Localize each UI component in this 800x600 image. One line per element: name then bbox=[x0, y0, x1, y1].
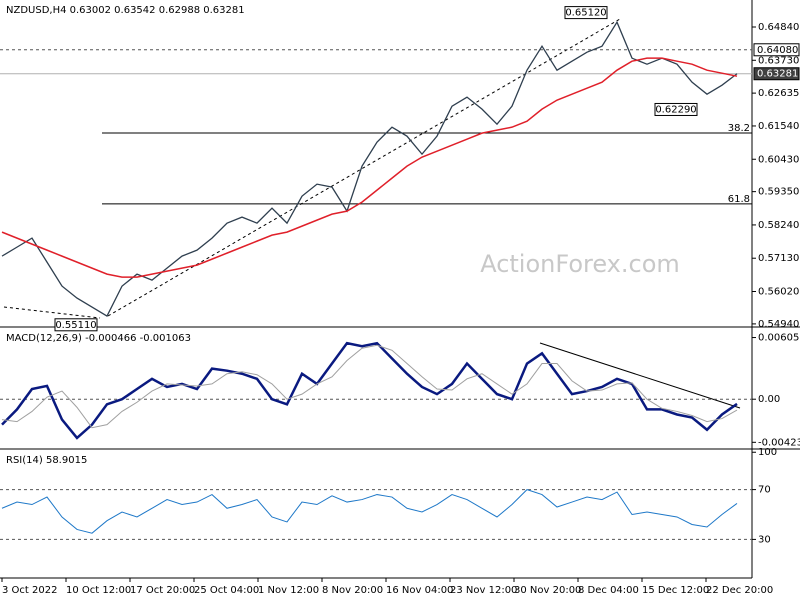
panel-title: MACD(12,26,9) -0.000466 -0.001063 bbox=[6, 333, 191, 344]
annotation-label: 0.65120 bbox=[565, 8, 606, 19]
series-line bbox=[1, 341, 738, 440]
y-tick-label: 70 bbox=[758, 485, 771, 496]
x-tick-label: 25 Oct 04:00 bbox=[194, 585, 259, 596]
series-line bbox=[1, 57, 738, 278]
level-label-box bbox=[753, 67, 800, 81]
series-line bbox=[1, 489, 738, 534]
y-tick-label: 0.00 bbox=[758, 394, 780, 405]
y-tick-label: 0.63730 bbox=[758, 55, 799, 66]
x-tick-label: 15 Dec 12:00 bbox=[642, 585, 709, 596]
fib-label: 38.2 bbox=[728, 123, 750, 134]
x-tick-label: 17 Oct 20:00 bbox=[130, 585, 195, 596]
series-line bbox=[1, 20, 738, 318]
x-tick-label: 16 Nov 04:00 bbox=[386, 585, 453, 596]
panel-title: NZDUSD,H4 0.63002 0.63542 0.62988 0.6328… bbox=[6, 5, 245, 16]
y-tick-label: 0.54940 bbox=[758, 319, 799, 330]
annotation-label: 0.55110 bbox=[55, 320, 96, 331]
series-line bbox=[1, 344, 738, 429]
annotation-box bbox=[54, 318, 98, 332]
annotation-box bbox=[564, 6, 608, 20]
macd-trend-line bbox=[539, 342, 741, 409]
fib-label: 61.8 bbox=[728, 194, 750, 205]
level-label: 0.63281 bbox=[757, 69, 798, 80]
x-tick-label: 8 Dec 04:00 bbox=[578, 585, 639, 596]
x-tick-label: 22 Dec 20:00 bbox=[706, 585, 773, 596]
panel-title: RSI(14) 58.9015 bbox=[6, 455, 87, 466]
y-tick-label: 0.56020 bbox=[758, 287, 799, 298]
y-tick-label: 0.58240 bbox=[758, 220, 799, 231]
y-tick-label: -0.004231 bbox=[758, 437, 800, 448]
x-tick-label: 1 Nov 12:00 bbox=[258, 585, 319, 596]
x-tick-label: 23 Nov 12:00 bbox=[450, 585, 517, 596]
x-tick-label: 3 Oct 2022 bbox=[2, 585, 57, 596]
y-tick-label: 0.006053 bbox=[758, 333, 800, 344]
trend-line bbox=[3, 306, 101, 319]
level-label-box bbox=[753, 43, 800, 57]
y-tick-label: 0.61540 bbox=[758, 121, 799, 132]
level-label: 0.64080 bbox=[757, 45, 798, 56]
x-tick-label: 10 Oct 12:00 bbox=[66, 585, 131, 596]
y-tick-label: 0.62635 bbox=[758, 88, 799, 99]
y-tick-label: 0.59350 bbox=[758, 187, 799, 198]
y-tick-label: 100 bbox=[758, 447, 777, 458]
y-tick-label: 0.57130 bbox=[758, 253, 799, 264]
annotation-box bbox=[654, 102, 698, 116]
annotation-label: 0.62290 bbox=[655, 104, 696, 115]
x-tick-label: 8 Nov 20:00 bbox=[322, 585, 383, 596]
y-tick-label: 0.60430 bbox=[758, 154, 799, 165]
watermark: ActionForex.com bbox=[480, 250, 680, 278]
y-tick-label: 0.64840 bbox=[758, 22, 799, 33]
y-tick-label: 30 bbox=[758, 534, 771, 545]
x-tick-label: 30 Nov 20:00 bbox=[514, 585, 581, 596]
